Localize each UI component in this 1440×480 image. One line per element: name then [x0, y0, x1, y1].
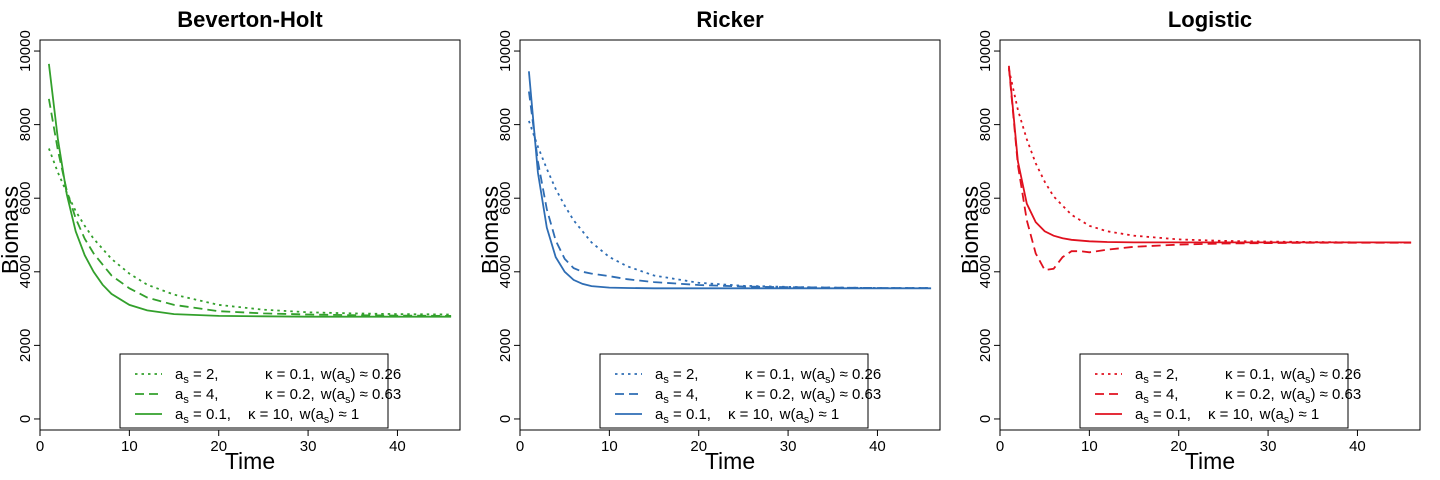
plot-frame: [999, 39, 1421, 431]
y-tick-label: 2000: [977, 329, 994, 362]
series-line-0: [48, 148, 452, 316]
panel-1: Ricker 0 10 20 30 40 0 2000 4000 6000 8000 10000 Tim…: [477, 7, 941, 474]
x-tick-label: 10: [601, 438, 618, 455]
y-axis-label: Biomass: [957, 186, 983, 274]
legend-box: [119, 353, 389, 429]
x-tick-label: 0: [516, 438, 524, 455]
y-tick-label: 4000: [977, 255, 994, 288]
panel-0: Beverton-Holt 0 10 20 30 40 0 2000 4000 6000 8000 1…: [0, 7, 461, 474]
y-tick-label: 6000: [977, 182, 994, 215]
legend-entry-1: as = 4, κ = 0.2, w(as) ≈ 0.63: [655, 386, 881, 406]
legend-box: [1079, 353, 1349, 429]
x-tick-label: 30: [1260, 438, 1277, 455]
y-tick-label: 0: [497, 415, 514, 423]
y-tick-label: 4000: [17, 255, 34, 288]
chart-title: Logistic: [1168, 7, 1252, 32]
y-tick-label: 2000: [17, 329, 34, 362]
chart-title: Beverton-Holt: [177, 7, 323, 32]
x-axis-label: Time: [1185, 448, 1235, 474]
series-line-1: [48, 98, 452, 317]
series-line-2: [528, 71, 932, 290]
x-axis-label: Time: [705, 448, 755, 474]
legend-box: [599, 353, 869, 429]
y-tick-label: 2000: [497, 329, 514, 362]
x-axis-label: Time: [225, 448, 275, 474]
y-tick-label: 0: [977, 415, 994, 423]
plot-frame: [39, 39, 461, 431]
y-tick-label: 10000: [977, 30, 994, 72]
y-tick-label: 6000: [497, 182, 514, 215]
legend-entry-2: as = 0.1, κ = 10, w(as) ≈ 1: [655, 406, 839, 426]
x-tick-label: 10: [121, 438, 138, 455]
x-tick-label: 10: [1081, 438, 1098, 455]
series-line-2: [1008, 65, 1412, 244]
plot-frame: [519, 39, 941, 431]
series-line-1: [1008, 67, 1412, 271]
series-line-0: [1008, 69, 1412, 244]
legend-entry-0: as = 2, κ = 0.1, w(as) ≈ 0.26: [1135, 366, 1361, 386]
x-tick-label: 40: [1349, 438, 1366, 455]
series-line-2: [48, 63, 452, 318]
x-tick-label: 40: [389, 438, 406, 455]
legend-entry-0: as = 2, κ = 0.1, w(as) ≈ 0.26: [175, 366, 401, 386]
y-tick-label: 10000: [17, 30, 34, 72]
x-tick-label: 20: [1170, 438, 1187, 455]
y-tick-label: 8000: [497, 108, 514, 141]
x-tick-label: 30: [300, 438, 317, 455]
x-tick-label: 40: [869, 438, 886, 455]
legend-entry-0: as = 2, κ = 0.1, w(as) ≈ 0.26: [655, 366, 881, 386]
x-tick-label: 0: [996, 438, 1004, 455]
y-tick-label: 4000: [497, 255, 514, 288]
y-tick-label: 10000: [497, 30, 514, 72]
series-line-0: [528, 120, 932, 289]
panel-2: Logistic 0 10 20 30 40 0 2000 4000 6000 8000 10000 T…: [957, 7, 1421, 474]
series-line-1: [528, 91, 932, 289]
legend-entry-1: as = 4, κ = 0.2, w(as) ≈ 0.63: [175, 386, 401, 406]
y-axis-label: Biomass: [0, 186, 23, 274]
y-tick-label: 8000: [17, 108, 34, 141]
y-tick-label: 6000: [17, 182, 34, 215]
legend-entry-2: as = 0.1, κ = 10, w(as) ≈ 1: [175, 406, 359, 426]
chart-title: Ricker: [696, 7, 764, 32]
legend-entry-2: as = 0.1, κ = 10, w(as) ≈ 1: [1135, 406, 1319, 426]
x-tick-label: 20: [690, 438, 707, 455]
y-axis-label: Biomass: [477, 186, 503, 274]
x-tick-label: 30: [780, 438, 797, 455]
y-tick-label: 8000: [977, 108, 994, 141]
y-tick-label: 0: [17, 415, 34, 423]
legend-entry-1: as = 4, κ = 0.2, w(as) ≈ 0.63: [1135, 386, 1361, 406]
x-tick-label: 0: [36, 438, 44, 455]
x-tick-label: 20: [210, 438, 227, 455]
